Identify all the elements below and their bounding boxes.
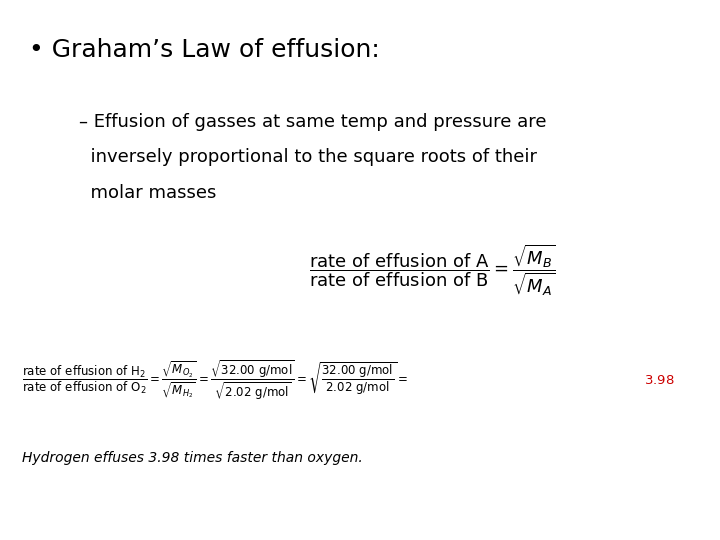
Text: $\dfrac{\mathrm{rate\ of\ effusion\ of\ H_2}}{\mathrm{rate\ of\ effusion\ of\ O_: $\dfrac{\mathrm{rate\ of\ effusion\ of\ … — [22, 359, 408, 402]
Text: Hydrogen effuses 3.98 times faster than oxygen.: Hydrogen effuses 3.98 times faster than … — [22, 451, 362, 465]
Text: inversely proportional to the square roots of their: inversely proportional to the square roo… — [79, 148, 537, 166]
Text: molar masses: molar masses — [79, 184, 217, 201]
Text: $\dfrac{\mathrm{rate\ of\ effusion\ of\ A}}{\mathrm{rate\ of\ effusion\ of\ B}} : $\dfrac{\mathrm{rate\ of\ effusion\ of\ … — [309, 242, 555, 298]
Text: • Graham’s Law of effusion:: • Graham’s Law of effusion: — [29, 38, 379, 62]
Text: $3.98$: $3.98$ — [644, 374, 675, 387]
Text: – Effusion of gasses at same temp and pressure are: – Effusion of gasses at same temp and pr… — [79, 113, 546, 131]
